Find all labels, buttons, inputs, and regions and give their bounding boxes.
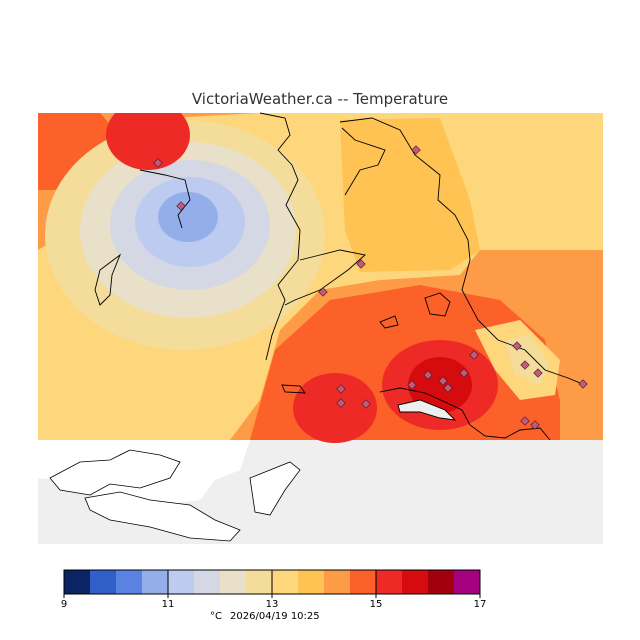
station-marker [361, 399, 371, 409]
station-marker [533, 368, 543, 378]
colorbar-swatch [168, 570, 194, 594]
colorbar-swatch [220, 570, 246, 594]
colorbar-swatch [194, 570, 220, 594]
colorbar-unit-label: °C [210, 611, 222, 622]
station-marker [176, 201, 186, 211]
island-outline [84, 491, 241, 542]
colorbar-swatch [298, 570, 324, 594]
colorbar-tick-label: 13 [266, 599, 279, 610]
colorbar-swatch [350, 570, 376, 594]
station-marker [459, 368, 469, 378]
coastline [379, 387, 551, 441]
colorbar-swatch [142, 570, 168, 594]
coastline [397, 399, 457, 421]
coastline [424, 292, 451, 317]
colorbar-ticks: 9 11 13 15 17 [61, 570, 487, 610]
station-marker [578, 379, 588, 389]
timestamp-label: 2026/04/19 10:25 [230, 611, 320, 622]
coastline [139, 169, 191, 229]
colorbar-swatch [116, 570, 142, 594]
coastline [379, 315, 399, 329]
map-title: VictoriaWeather.ca -- Temperature [191, 90, 449, 108]
station-marker [411, 145, 421, 155]
contour-band [340, 118, 480, 272]
station-marker [520, 416, 530, 426]
island-outline [249, 461, 301, 516]
island-outline [49, 449, 181, 496]
station-marker [336, 384, 346, 394]
colorbar-swatch [376, 570, 402, 594]
colorbar-swatch [428, 570, 454, 594]
colorbar-swatch [454, 570, 480, 594]
station-marker [318, 287, 328, 297]
station-marker [356, 259, 366, 269]
colorbar-tick-label: 11 [162, 599, 175, 610]
contour-band [293, 373, 377, 443]
station-marker [407, 380, 417, 390]
colorbar-swatch [90, 570, 116, 594]
station-markers [153, 145, 588, 430]
temperature-contours [38, 113, 603, 443]
colorbar-swatch [402, 570, 428, 594]
coastline [341, 127, 386, 196]
station-marker [153, 158, 163, 168]
station-marker [469, 350, 479, 360]
station-marker [530, 420, 540, 430]
station-marker [512, 341, 522, 351]
station-marker [520, 360, 530, 370]
contour-band [106, 113, 190, 170]
colorbar-swatch [272, 570, 298, 594]
colorbar [63, 569, 481, 595]
colorbar-tick-label: 17 [474, 599, 487, 610]
colorbar-swatch [64, 570, 90, 594]
coastline [339, 117, 586, 386]
station-marker [438, 376, 448, 386]
colorbar-tick-label: 9 [61, 599, 67, 610]
station-marker [336, 398, 346, 408]
contour-band [158, 192, 218, 242]
colorbar-swatch [246, 570, 272, 594]
contour-band [408, 357, 472, 413]
colorbar-swatch [324, 570, 350, 594]
colorbar-tick-label: 15 [370, 599, 383, 610]
station-marker [443, 383, 453, 393]
coastline [94, 253, 122, 306]
station-marker [423, 370, 433, 380]
coastline [284, 249, 366, 306]
coastline [259, 112, 301, 361]
coastline [281, 384, 306, 394]
